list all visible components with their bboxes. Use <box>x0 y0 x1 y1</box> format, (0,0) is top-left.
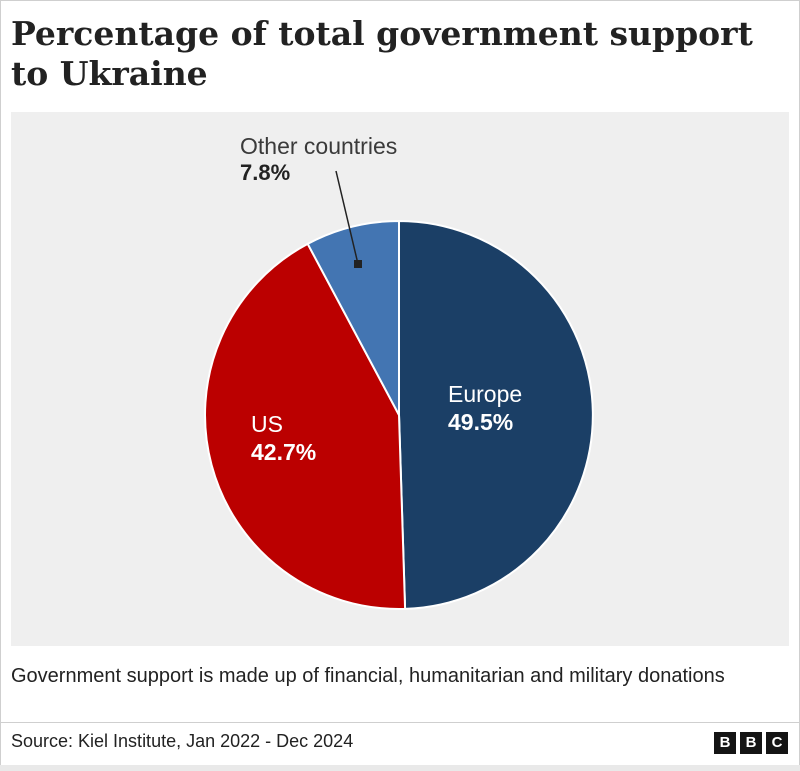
pointer-dot <box>354 260 362 268</box>
bottom-rule <box>0 765 800 771</box>
logo-block-1: B <box>714 732 736 754</box>
value-us: 42.7% <box>251 439 316 465</box>
label-us: US <box>251 411 283 437</box>
pointer-line <box>335 170 359 265</box>
bbc-logo: B B C <box>714 732 788 754</box>
pie-slice-us <box>204 242 407 610</box>
chart-note: Government support is made up of financi… <box>11 665 725 687</box>
pie-slice-other-countries <box>306 220 400 416</box>
value-europe: 49.5% <box>448 409 513 435</box>
source-text: Source: Kiel Institute, Jan 2022 - Dec 2… <box>11 731 354 751</box>
value-other-countries: 7.8% <box>240 160 290 185</box>
pie-chart: Other countries 7.8% US 42.7% Europe 49.… <box>204 133 594 610</box>
pie-slices <box>204 220 594 610</box>
label-europe: Europe <box>448 381 522 407</box>
footer-divider <box>0 722 800 723</box>
label-other-countries: Other countries <box>240 133 397 159</box>
chart-panel: Other countries 7.8% US 42.7% Europe 49.… <box>11 112 789 646</box>
logo-block-3: C <box>766 732 788 754</box>
pie-slice-europe <box>398 220 594 610</box>
other-countries-pointer <box>335 170 362 268</box>
logo-block-2: B <box>740 732 762 754</box>
chart-title: Percentage of total government support t… <box>11 14 753 93</box>
